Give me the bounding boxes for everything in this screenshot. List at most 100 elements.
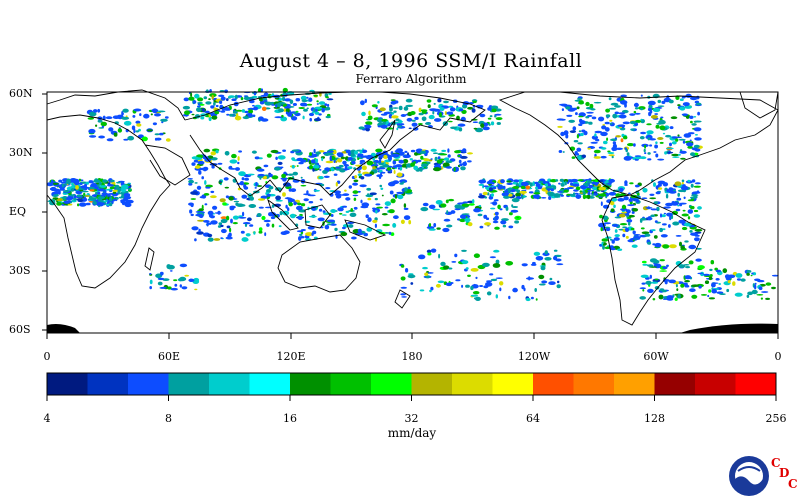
rain-cell [690, 183, 694, 188]
rain-cell [418, 112, 424, 116]
rain-cell [579, 120, 586, 125]
rain-cell [600, 155, 607, 159]
rain-cell [208, 213, 213, 218]
rain-cell [736, 278, 742, 281]
rain-cell [533, 192, 541, 195]
rain-cell [649, 197, 657, 200]
rain-cell [574, 151, 578, 156]
rain-cell [194, 93, 200, 99]
colorbar-swatch [371, 373, 412, 395]
rain-cell [633, 110, 637, 114]
rain-cell [508, 295, 511, 300]
rain-cell [139, 113, 142, 117]
rain-cell [435, 283, 441, 288]
colorbar-swatch [735, 373, 777, 395]
rain-cell [122, 202, 125, 206]
rain-cell [179, 263, 188, 268]
rain-cell [641, 260, 647, 264]
rain-cell [472, 100, 477, 104]
rain-cell [702, 273, 711, 276]
rain-cell [693, 116, 697, 118]
rain-cell [197, 219, 205, 222]
rain-cell [647, 206, 651, 210]
rain-cell [243, 184, 247, 189]
rain-cell [280, 166, 284, 169]
rain-cell [484, 196, 488, 199]
rain-cell [643, 148, 646, 153]
rain-cell [222, 202, 227, 206]
rain-cell [393, 170, 396, 174]
rain-cell [645, 280, 652, 285]
rain-cell [679, 203, 683, 207]
rain-cell [459, 163, 463, 167]
rain-cell [484, 222, 492, 226]
rain-cell [557, 191, 563, 193]
rain-cell [365, 127, 371, 132]
rain-cell [493, 190, 498, 193]
rain-cell [640, 118, 643, 121]
rain-cell [451, 261, 457, 263]
rain-cell [347, 157, 353, 161]
rain-cell [548, 281, 556, 285]
rain-cell [234, 115, 242, 121]
rain-cell [485, 281, 493, 287]
rain-cell [668, 187, 673, 190]
rain-cell [674, 202, 678, 204]
rain-cell [301, 104, 308, 107]
rain-cell [220, 218, 228, 224]
rain-cell [337, 207, 344, 212]
rain-cell [486, 291, 492, 296]
rain-cell [385, 127, 394, 130]
rain-cell [278, 108, 284, 113]
rain-cell [61, 183, 65, 188]
rain-cell [544, 183, 549, 187]
rain-cell [233, 200, 240, 203]
rain-cell [622, 233, 626, 238]
rain-cell [634, 184, 640, 188]
rain-cell [327, 219, 335, 223]
rain-cell [213, 101, 216, 106]
rain-cell [684, 280, 690, 283]
rain-cell [708, 276, 713, 281]
rain-cell [493, 199, 499, 202]
rain-cell [657, 99, 662, 104]
rain-cell [201, 108, 205, 112]
rain-cell [288, 202, 294, 207]
rain-cell [631, 208, 639, 212]
rain-cell [210, 151, 217, 156]
rain-cell [191, 113, 195, 116]
rain-cell [313, 94, 318, 97]
rain-cell [133, 108, 142, 112]
rain-cell [765, 282, 772, 286]
rain-cell [614, 229, 618, 233]
rain-cell [697, 206, 702, 210]
rain-cell [159, 286, 167, 289]
rain-cell [198, 214, 204, 219]
rain-cell [503, 195, 510, 199]
rain-cell [359, 159, 366, 163]
rain-cell [460, 214, 467, 220]
rain-cell [391, 115, 399, 119]
rain-cell [231, 153, 237, 159]
rain-cell [422, 202, 429, 207]
rain-cell [432, 110, 435, 115]
rain-cell [628, 192, 631, 195]
rain-cell [614, 105, 621, 108]
colorbar-swatch [614, 373, 655, 395]
rain-cell [280, 116, 288, 122]
rain-cell [86, 193, 90, 195]
rain-cell [332, 149, 337, 155]
rain-cell [51, 179, 54, 183]
rain-cell [624, 103, 627, 108]
rain-cell [565, 133, 569, 139]
rain-cell [282, 149, 286, 152]
rain-cell [123, 120, 132, 126]
rain-cell [306, 107, 309, 110]
rain-cell [636, 199, 640, 203]
rain-cell [316, 103, 319, 105]
rain-cell [116, 181, 121, 184]
rain-cell [532, 181, 536, 187]
rain-cell [271, 204, 275, 208]
rain-cell [390, 232, 395, 237]
rain-cell [602, 245, 605, 250]
